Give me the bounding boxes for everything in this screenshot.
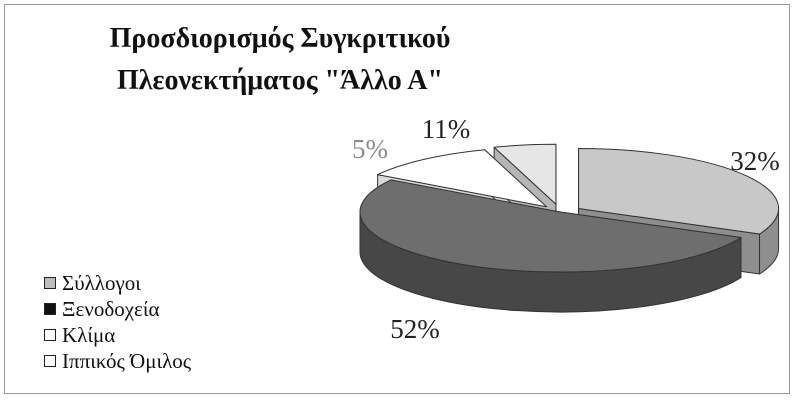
chart-title: Προσδιορισμός Συγκριτικού Πλεονεκτήματος… — [60, 18, 500, 102]
pie-top-xenodocheia — [359, 179, 742, 273]
legend-item-syllogoi: Σύλλογοι — [44, 270, 191, 296]
pie-top-klima — [377, 149, 548, 208]
pie-label-syllogoi: 32% — [730, 146, 780, 176]
pie-top-layer — [359, 143, 780, 273]
legend-label-ippikos: Ιππικός Όμιλος — [62, 348, 192, 373]
legend-swatch-ippikos — [44, 355, 56, 367]
chart-title-line-2: Πλεονεκτήματος "Άλλο Α" — [116, 65, 444, 96]
legend-swatch-klima — [44, 329, 56, 341]
pie-label-ippikos: 5% — [352, 134, 388, 164]
legend-item-klima: Κλίμα — [44, 322, 191, 348]
legend-label-xenodocheia: Ξενοδοχεία — [62, 296, 160, 321]
legend-label-syllogoi: Σύλλογοι — [62, 270, 141, 295]
pie-top-ippikos — [493, 143, 557, 205]
pie-label-xenodocheia: 52% — [390, 314, 440, 344]
legend-label-klima: Κλίμα — [62, 322, 116, 347]
legend-item-ippikos: Ιππικός Όμιλος — [44, 348, 191, 374]
legend-swatch-xenodocheia — [44, 303, 56, 315]
legend: Σύλλογοι Ξενοδοχεία Κλίμα Ιππικός Όμιλος — [44, 270, 191, 374]
legend-swatch-syllogoi — [44, 277, 56, 289]
legend-item-xenodocheia: Ξενοδοχεία — [44, 296, 191, 322]
pie-top-syllogoi — [578, 147, 780, 235]
pie-label-layer: 32% 52% 11% 5% — [352, 114, 780, 344]
pie-label-klima: 11% — [422, 114, 471, 144]
chart-title-line-1: Προσδιορισμός Συγκριτικού — [109, 23, 451, 54]
